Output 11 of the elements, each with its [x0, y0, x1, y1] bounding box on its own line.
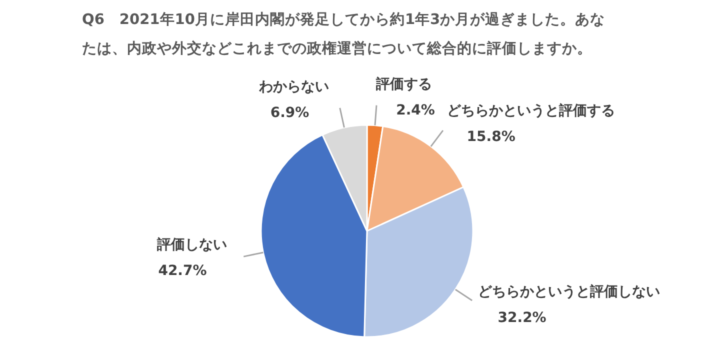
- slice-label: どちらかというと評価しない: [478, 282, 660, 300]
- slice-label: わからない: [258, 79, 330, 96]
- slice-label: 評価しない: [156, 236, 227, 254]
- data-label: 32.2%: [498, 310, 546, 326]
- data-label: 42.7%: [158, 263, 207, 280]
- data-label: 6.9%: [270, 105, 310, 122]
- slice-label: 評価する: [375, 75, 432, 92]
- data-label: 2.4%: [396, 102, 435, 118]
- slice-label: どちらかというと評価する: [446, 102, 615, 120]
- data-label: 15.8%: [466, 129, 516, 146]
- chart-title: Q6 2021年10月に岸田内閣が発足してから約1年3か月が過ぎました。あなたは、内政や外交などこれまでの政権運営について総合的に評価しますか。: [82, 10, 606, 59]
